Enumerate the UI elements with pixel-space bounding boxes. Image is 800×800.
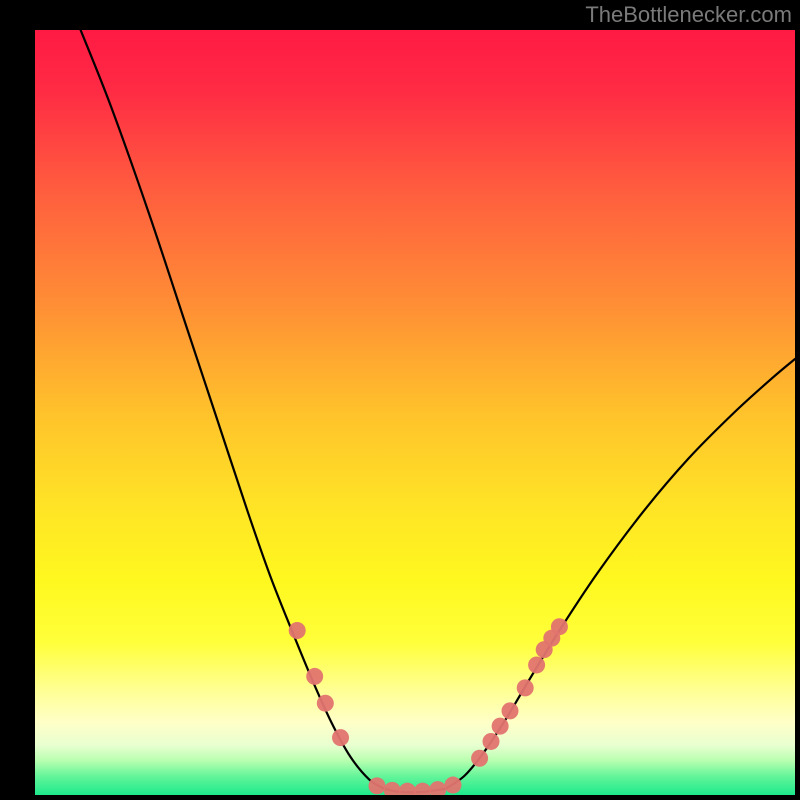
watermark: TheBottlenecker.com [585, 2, 792, 27]
data-marker [502, 702, 519, 719]
bottleneck-chart: TheBottlenecker.com [0, 0, 800, 800]
data-marker [528, 656, 545, 673]
data-marker [317, 695, 334, 712]
data-marker [306, 668, 323, 685]
chart-plot-bg [35, 30, 795, 795]
data-marker [369, 777, 386, 794]
data-marker [492, 718, 509, 735]
data-marker [445, 777, 462, 794]
data-marker [289, 622, 306, 639]
data-marker [551, 618, 568, 635]
data-marker [471, 750, 488, 767]
data-marker [332, 729, 349, 746]
data-marker [483, 733, 500, 750]
data-marker [517, 679, 534, 696]
